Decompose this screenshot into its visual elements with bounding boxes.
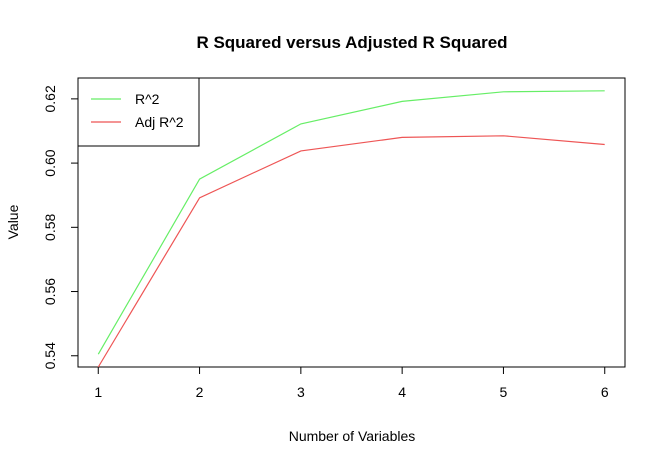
x-tick-label: 4 <box>398 384 406 400</box>
legend-label: R^2 <box>135 91 160 107</box>
y-axis: 0.54 0.56 0.58 0.60 0.62 <box>42 85 79 369</box>
x-tick-label: 6 <box>601 384 609 400</box>
legend-label: Adj R^2 <box>135 114 184 130</box>
y-tick-label: 0.60 <box>42 149 58 176</box>
y-tick-label: 0.54 <box>42 342 58 369</box>
x-tick-label: 1 <box>94 384 102 400</box>
x-tick-label: 3 <box>297 384 305 400</box>
legend: R^2 Adj R^2 <box>77 77 200 147</box>
chart-title: R Squared versus Adjusted R Squared <box>196 33 507 52</box>
y-axis-label: Value <box>5 204 21 239</box>
y-tick-label: 0.56 <box>42 278 58 305</box>
y-tick-label: 0.58 <box>42 213 58 240</box>
x-tick-label: 2 <box>196 384 204 400</box>
x-tick-label: 5 <box>500 384 508 400</box>
series-line-adj-r-squared <box>97 135 605 368</box>
x-axis: 1 2 3 4 5 6 <box>94 366 609 400</box>
legend-box <box>77 77 200 147</box>
series-lines <box>97 90 605 368</box>
y-tick-label: 0.62 <box>42 85 58 112</box>
x-axis-label: Number of Variables <box>289 428 416 444</box>
series-line-r-squared <box>97 90 605 355</box>
